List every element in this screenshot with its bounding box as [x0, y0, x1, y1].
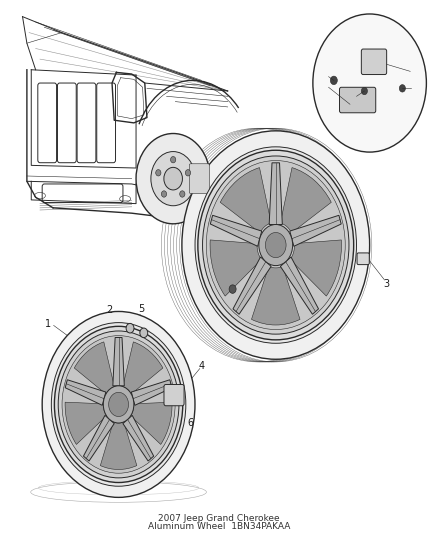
FancyBboxPatch shape	[357, 253, 369, 264]
Polygon shape	[269, 163, 283, 224]
Circle shape	[206, 160, 345, 329]
Circle shape	[182, 131, 370, 359]
Text: 10: 10	[357, 96, 369, 106]
Text: 9: 9	[321, 87, 327, 96]
Circle shape	[51, 322, 186, 486]
Text: 3: 3	[384, 279, 390, 289]
Circle shape	[259, 224, 293, 265]
Circle shape	[126, 324, 134, 333]
Circle shape	[361, 87, 367, 95]
Circle shape	[151, 151, 195, 206]
Circle shape	[185, 169, 191, 176]
FancyBboxPatch shape	[164, 384, 184, 406]
Circle shape	[156, 169, 161, 176]
Circle shape	[54, 326, 183, 482]
Circle shape	[170, 157, 176, 163]
Polygon shape	[123, 415, 154, 461]
FancyBboxPatch shape	[361, 49, 387, 75]
Circle shape	[313, 14, 426, 152]
Circle shape	[161, 191, 166, 197]
Text: 5: 5	[138, 304, 145, 313]
Polygon shape	[84, 415, 114, 461]
Wedge shape	[290, 240, 342, 296]
Circle shape	[180, 191, 185, 197]
Circle shape	[265, 232, 286, 257]
Circle shape	[62, 336, 175, 473]
Text: 11: 11	[413, 84, 424, 93]
Circle shape	[103, 386, 134, 423]
Circle shape	[109, 392, 128, 416]
Polygon shape	[210, 215, 262, 246]
Circle shape	[42, 311, 195, 497]
Text: 6: 6	[187, 418, 193, 428]
Wedge shape	[74, 342, 114, 394]
Polygon shape	[113, 337, 124, 386]
FancyBboxPatch shape	[339, 87, 376, 113]
Wedge shape	[251, 266, 300, 325]
Text: Aluminum Wheel  1BN34PAKAA: Aluminum Wheel 1BN34PAKAA	[148, 522, 290, 531]
Circle shape	[136, 133, 210, 224]
Circle shape	[58, 331, 179, 478]
Circle shape	[140, 328, 148, 337]
Polygon shape	[233, 257, 271, 314]
Text: 2007 Jeep Grand Cherokee: 2007 Jeep Grand Cherokee	[158, 514, 280, 523]
Circle shape	[198, 150, 353, 340]
Text: 8: 8	[321, 70, 327, 79]
Wedge shape	[123, 342, 163, 394]
Polygon shape	[290, 215, 341, 246]
Wedge shape	[65, 402, 106, 445]
Polygon shape	[65, 379, 106, 405]
Circle shape	[164, 167, 183, 190]
Wedge shape	[100, 422, 137, 470]
Circle shape	[399, 85, 406, 92]
Circle shape	[229, 285, 236, 293]
Text: 7: 7	[413, 67, 419, 76]
Wedge shape	[280, 167, 331, 233]
Wedge shape	[210, 240, 261, 296]
Polygon shape	[131, 379, 172, 405]
Wedge shape	[131, 402, 172, 445]
Circle shape	[330, 76, 337, 85]
Wedge shape	[220, 167, 271, 233]
FancyBboxPatch shape	[189, 164, 209, 193]
Circle shape	[202, 156, 349, 334]
Circle shape	[195, 147, 357, 343]
Text: 4: 4	[199, 361, 205, 371]
Polygon shape	[280, 257, 318, 314]
Text: 1: 1	[45, 319, 51, 328]
Text: 2: 2	[106, 304, 113, 314]
